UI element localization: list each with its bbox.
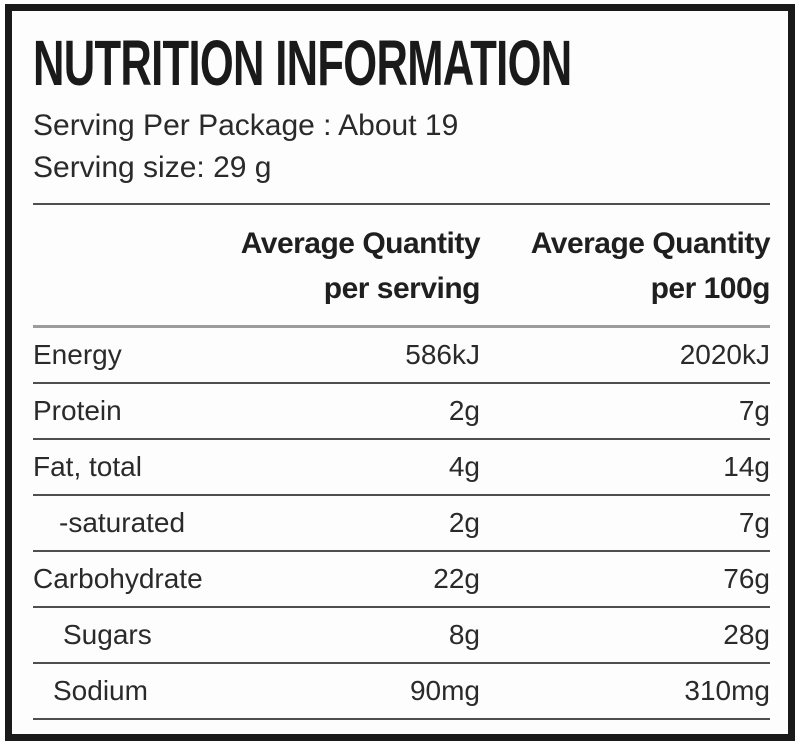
nutrient-label: Fat, total bbox=[33, 451, 142, 482]
nutrition-label-panel: NUTRITION INFORMATION Serving Per Packag… bbox=[5, 4, 795, 741]
value-per-100g: 28g bbox=[723, 619, 770, 650]
value-per-100g: 14g bbox=[723, 451, 770, 482]
column-header-line: per serving bbox=[323, 272, 481, 305]
table-row-sodium: Sodium 90mg 310mg bbox=[33, 664, 770, 720]
value-per-serving: 2g bbox=[448, 507, 480, 538]
value-per-serving: 2g bbox=[448, 395, 480, 426]
value-per-100g: 76g bbox=[723, 563, 770, 594]
table-row-carbohydrate: Carbohydrate 22g 76g bbox=[33, 552, 770, 608]
value-per-serving: 586kJ bbox=[405, 339, 480, 370]
value-per-serving: 8g bbox=[448, 619, 480, 650]
table-row-energy: Energy 586kJ 2020kJ bbox=[33, 328, 770, 384]
column-header-per-serving: Average Quantity per serving bbox=[208, 221, 481, 311]
serving-divider-rule bbox=[33, 203, 770, 205]
value-per-100g: 2020kJ bbox=[679, 339, 770, 370]
value-per-serving: 4g bbox=[448, 451, 480, 482]
value-per-serving: 22g bbox=[433, 563, 480, 594]
value-per-100g: 7g bbox=[738, 507, 770, 538]
nutrient-label: Protein bbox=[33, 395, 122, 426]
serving-per-package-text: Serving Per Package : About 19 bbox=[33, 109, 459, 142]
value-per-serving: 90mg bbox=[409, 675, 480, 706]
table-row-fat-total: Fat, total 4g 14g bbox=[33, 440, 770, 496]
table-row-saturated-fat: -saturated 2g 7g bbox=[33, 496, 770, 552]
column-header-line: per 100g bbox=[650, 272, 771, 305]
serving-info: Serving Per Package : About 19 Serving s… bbox=[33, 105, 770, 189]
page-title: NUTRITION INFORMATION bbox=[33, 27, 572, 99]
nutrient-label: Sugars bbox=[63, 619, 152, 650]
value-per-100g: 310mg bbox=[684, 675, 770, 706]
table-column-headers: Average Quantity per serving Average Qua… bbox=[33, 205, 771, 328]
nutrient-label: Carbohydrate bbox=[33, 563, 203, 594]
column-header-line: Average Quantity bbox=[240, 227, 481, 260]
table-row-protein: Protein 2g 7g bbox=[33, 384, 770, 440]
column-header-per-100g: Average Quantity per 100g bbox=[480, 221, 771, 311]
nutrient-label: -saturated bbox=[59, 507, 186, 538]
serving-size-text: Serving size: 29 g bbox=[33, 151, 272, 184]
table-row-sugars: Sugars 8g 28g bbox=[33, 608, 770, 664]
nutrient-label: Energy bbox=[33, 339, 122, 370]
nutrient-label: Sodium bbox=[53, 675, 148, 706]
value-per-100g: 7g bbox=[738, 395, 770, 426]
column-header-line: Average Quantity bbox=[530, 227, 771, 260]
